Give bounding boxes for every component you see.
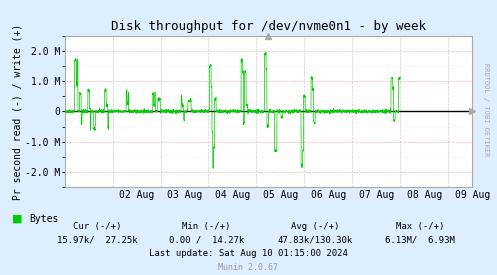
Text: ■: ■: [12, 214, 23, 224]
Text: 6.13M/  6.93M: 6.13M/ 6.93M: [385, 236, 455, 244]
Text: Munin 2.0.67: Munin 2.0.67: [219, 263, 278, 272]
Y-axis label: Pr second read (-) / write (+): Pr second read (-) / write (+): [12, 23, 22, 199]
Text: Avg (-/+): Avg (-/+): [291, 222, 340, 231]
Text: Bytes: Bytes: [29, 214, 58, 224]
Text: 0.00 /  14.27k: 0.00 / 14.27k: [168, 236, 244, 244]
Text: RRDTOOL / TOBI OETIKER: RRDTOOL / TOBI OETIKER: [483, 63, 489, 157]
Title: Disk throughput for /dev/nvme0n1 - by week: Disk throughput for /dev/nvme0n1 - by we…: [111, 20, 426, 33]
Text: Last update: Sat Aug 10 01:15:00 2024: Last update: Sat Aug 10 01:15:00 2024: [149, 249, 348, 258]
Text: Max (-/+): Max (-/+): [396, 222, 444, 231]
Text: 15.97k/  27.25k: 15.97k/ 27.25k: [57, 236, 137, 244]
Text: Min (-/+): Min (-/+): [182, 222, 231, 231]
Text: Cur (-/+): Cur (-/+): [73, 222, 121, 231]
Text: 47.83k/130.30k: 47.83k/130.30k: [278, 236, 353, 244]
